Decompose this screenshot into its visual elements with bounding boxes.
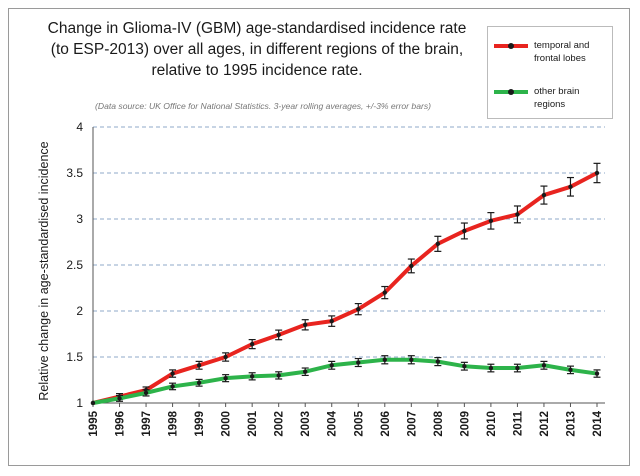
data-point [356,360,361,365]
x-tick-label: 2010 [486,411,498,437]
legend-label-line: frontal lobes [534,53,586,64]
x-tick-label: 2014 [592,410,604,436]
legend: temporal and frontal lobes other brain r… [487,26,613,119]
data-point [356,306,361,312]
x-tick-label: 1999 [194,411,206,437]
data-point [170,384,175,389]
x-tick-label: 2007 [406,411,418,437]
data-point [276,332,281,338]
data-point [488,218,494,224]
x-tick-label: 1998 [168,410,180,436]
data-point [249,374,255,379]
legend-marker-other-regions [508,89,514,95]
data-point [196,380,202,385]
series-line [91,171,599,405]
data-point [488,365,494,371]
x-tick-label: 2001 [247,410,259,436]
x-tick-label: 1997 [141,411,153,437]
data-point [382,290,387,295]
x-tick-label: 2009 [459,411,471,437]
y-tick-label: 4 [76,120,83,134]
title-line-3: relative to 1995 incidence rate. [151,62,363,79]
y-tick-label: 1 [76,396,83,410]
data-point [462,228,467,234]
x-tick-label: 1995 [88,410,100,436]
data-point [594,170,600,176]
y-tick-label: 1.5 [66,350,83,364]
data-point [435,241,441,247]
x-tick-label: 2003 [300,411,312,437]
data-point [249,341,255,347]
y-tick-label: 3 [76,212,83,226]
legend-label-other-regions: other brain regions [534,85,610,111]
data-point [276,373,281,378]
data-point [541,192,547,198]
data-point [223,354,228,360]
x-tick-label: 2002 [274,411,286,437]
y-tick-label: 2 [76,304,83,318]
data-point [462,364,467,369]
title-line-2: (to ESP-2013) over all ages, in differen… [50,41,464,58]
data-point [117,396,122,401]
legend-label-line: temporal and [534,40,590,51]
data-point [329,318,334,324]
x-tick-label: 2011 [512,410,524,436]
x-tick-label: 2005 [353,410,365,436]
data-point [143,390,149,396]
x-tick-label: 2013 [565,411,577,437]
data-point [515,212,520,217]
x-tick-label: 1996 [115,411,127,437]
data-point [196,363,202,368]
data-point [303,369,308,374]
legend-label-line: other brain [534,86,580,97]
data-point [568,184,573,189]
data-point [223,375,228,381]
data-point [409,357,414,362]
chart-title: Change in Glioma-IV (GBM) age-standardis… [22,18,492,81]
legend-label-line: regions [534,99,566,110]
y-axis-label: Relative change in age-standardised inci… [37,141,51,400]
legend-marker-temporal-frontal [508,43,514,49]
data-point [515,365,520,371]
x-tick-label: 2004 [327,410,339,436]
data-point [303,322,308,327]
x-tick-label: 2006 [380,411,392,437]
data-point [329,363,334,368]
data-point [435,359,441,364]
y-tick-label: 3.5 [66,166,83,180]
data-point [541,363,547,368]
x-tick-label: 2000 [221,411,233,437]
title-line-1: Change in Glioma-IV (GBM) age-standardis… [47,20,467,37]
series-line [91,357,599,405]
x-tick-label: 2008 [433,410,445,436]
data-source-note: (Data source: UK Office for National Sta… [95,101,431,111]
y-tick-label: 2.5 [66,258,83,272]
data-point [568,367,573,373]
legend-label-temporal-frontal: temporal and frontal lobes [534,39,610,65]
data-point [409,263,414,269]
data-point [170,371,175,376]
data-point [382,357,387,362]
data-point [594,371,600,376]
x-tick-label: 2012 [539,411,551,437]
data-point [90,400,96,406]
